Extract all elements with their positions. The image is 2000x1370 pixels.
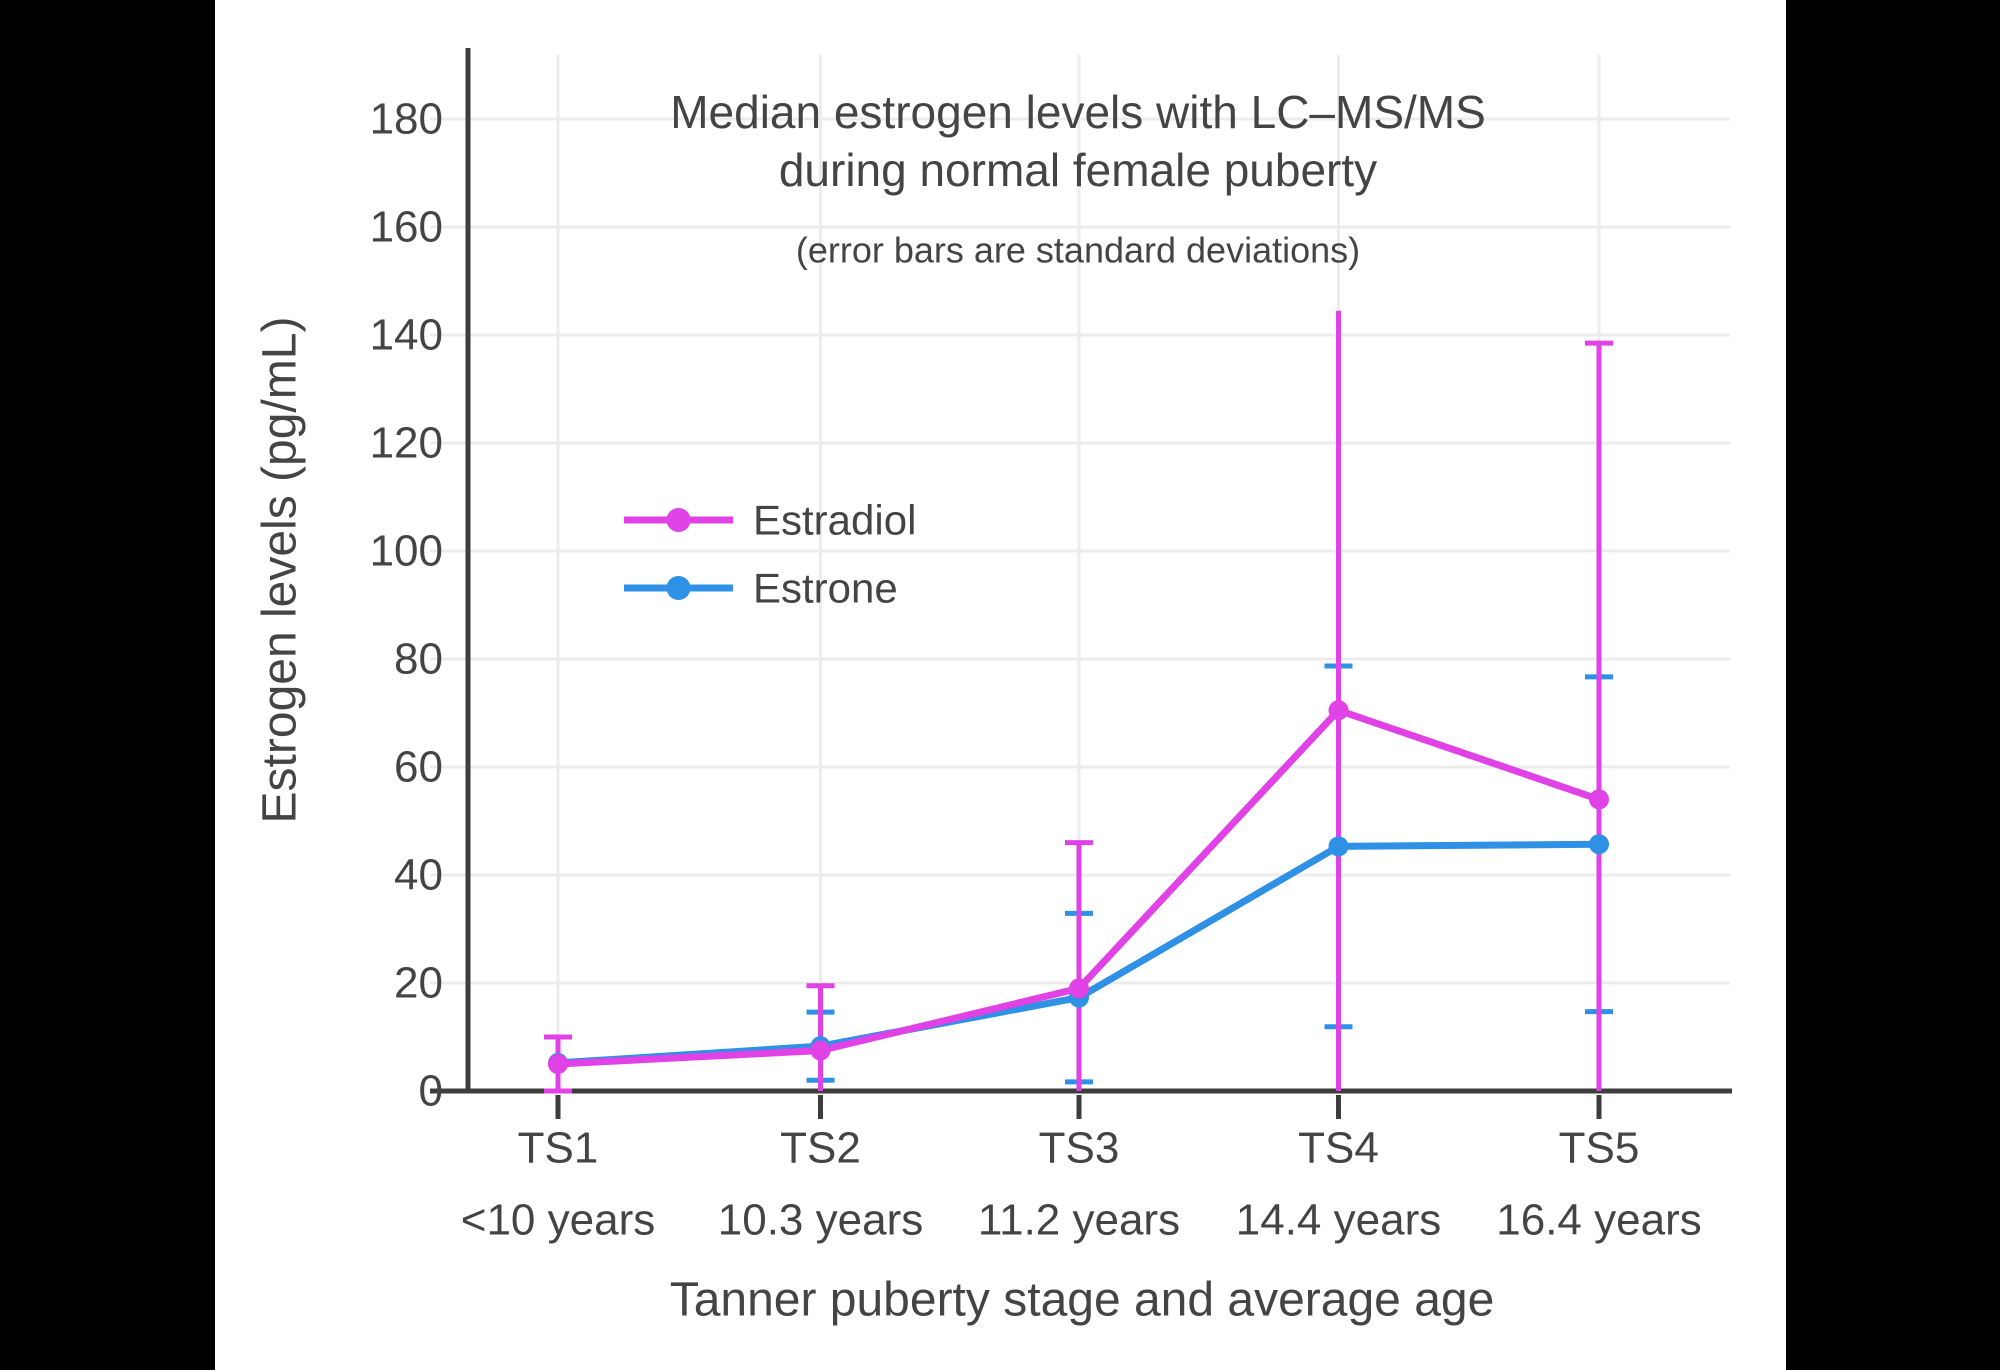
legend-item-estradiol: Estradiol — [624, 497, 916, 544]
x-age-label: <10 years — [461, 1196, 655, 1245]
legend-swatch-marker-estrone — [666, 576, 691, 600]
x-tick-label: TS5 — [1559, 1124, 1640, 1173]
y-tick-label: 40 — [394, 851, 443, 900]
data-point-estrone — [1589, 834, 1609, 855]
data-point-estradiol — [548, 1054, 568, 1074]
x-age-label: 11.2 years — [978, 1196, 1180, 1245]
data-point-estrone — [1328, 836, 1349, 857]
legend-label-estradiol: Estradiol — [753, 497, 916, 544]
y-tick-label: 100 — [370, 527, 443, 576]
x-tick-label: TS1 — [518, 1124, 599, 1173]
chart-subtitle: (error bars are standard deviations) — [796, 230, 1360, 271]
x-axis-title: Tanner puberty stage and average age — [670, 1274, 1495, 1327]
legend-label-estrone: Estrone — [753, 565, 898, 612]
legend: Estradiol Estrone — [624, 497, 916, 612]
legend-item-estrone: Estrone — [624, 565, 898, 612]
x-age-label: 10.3 years — [718, 1196, 923, 1245]
legend-swatch-marker-estradiol — [666, 508, 691, 532]
chart-canvas — [215, 0, 1786, 1370]
series-markers — [548, 700, 1609, 1074]
x-tick-label: TS3 — [1039, 1124, 1120, 1173]
tick-labels: 0 20 40 60 80 100 120 140 160 180 TS1 TS2 TS3 TS4 TS5 <… — [370, 95, 1702, 1245]
data-point-estradiol — [810, 1040, 831, 1061]
y-tick-label: 0 — [419, 1067, 443, 1116]
y-axis-title: Estrogen levels (pg/mL) — [254, 317, 307, 824]
x-tick-label: TS2 — [780, 1124, 861, 1173]
data-point-estradiol — [1328, 700, 1349, 721]
x-age-label: 16.4 years — [1496, 1196, 1701, 1245]
y-tick-label: 60 — [394, 743, 443, 792]
data-point-estradiol — [1069, 978, 1089, 999]
x-tick-label: TS4 — [1298, 1124, 1379, 1173]
chart-title-line2: during normal female puberty — [779, 144, 1377, 196]
data-point-estradiol — [1589, 789, 1609, 810]
y-tick-label: 120 — [370, 419, 443, 468]
y-tick-label: 20 — [394, 959, 443, 1008]
x-age-label: 14.4 years — [1236, 1196, 1441, 1245]
y-tick-label: 80 — [394, 635, 443, 684]
y-tick-label: 160 — [370, 203, 443, 252]
y-tick-label: 180 — [370, 95, 443, 144]
chart-title-line1: Median estrogen levels with LC–MS/MS — [670, 86, 1486, 138]
y-tick-label: 140 — [370, 311, 443, 360]
